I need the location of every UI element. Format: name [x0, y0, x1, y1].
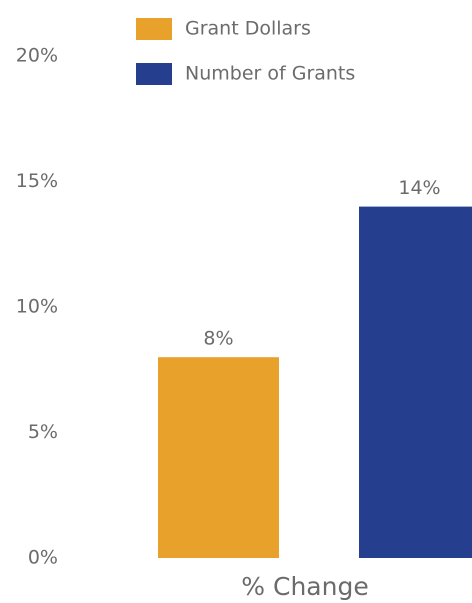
bar [158, 357, 279, 558]
value-label: 8% [203, 328, 233, 350]
legend-swatch [136, 63, 172, 85]
y-tick-label: 15% [16, 170, 58, 192]
legend-label: Number of Grants [185, 63, 355, 85]
y-tick-label: 5% [28, 421, 58, 443]
legend-swatch [136, 18, 172, 40]
y-tick-label: 20% [16, 45, 58, 67]
y-tick-label: 10% [16, 296, 58, 318]
legend-label: Grant Dollars [185, 18, 311, 40]
y-tick-label: 0% [28, 547, 58, 569]
x-tick-label: % Change [241, 572, 368, 601]
bar [359, 206, 472, 558]
value-label: 14% [398, 177, 440, 199]
